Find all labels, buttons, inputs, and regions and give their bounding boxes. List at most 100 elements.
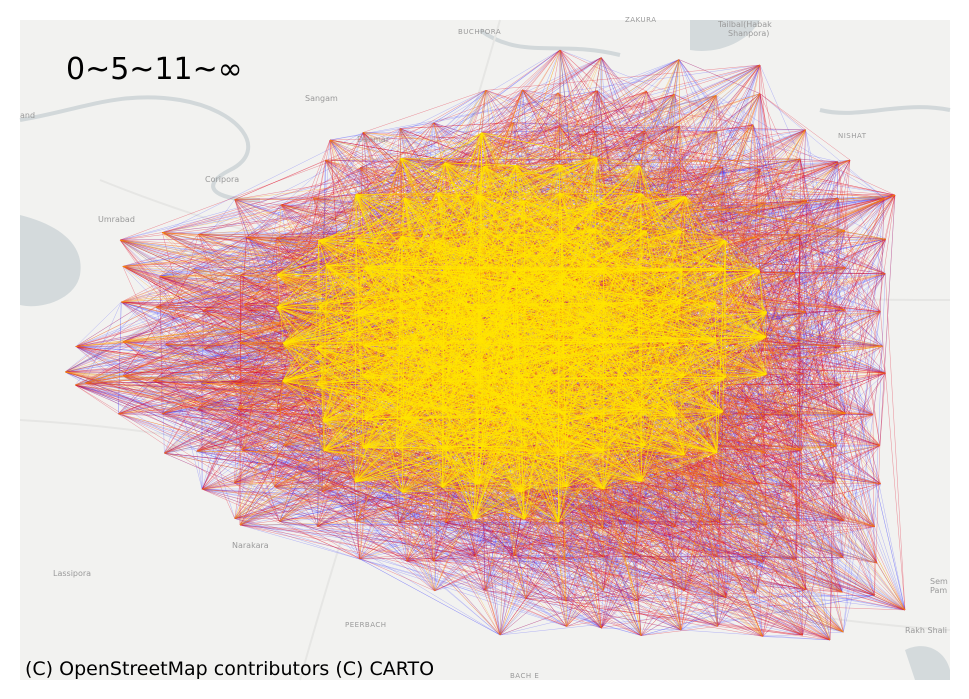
flow-line bbox=[678, 59, 883, 347]
flow-line bbox=[566, 520, 845, 627]
flow-line bbox=[317, 420, 324, 527]
flow-line bbox=[759, 270, 831, 641]
flow-line bbox=[64, 348, 205, 373]
flow-line bbox=[675, 415, 875, 527]
flow-line bbox=[566, 161, 839, 627]
flow-line bbox=[74, 384, 720, 523]
flow-line bbox=[159, 237, 247, 277]
flow-line bbox=[119, 95, 717, 241]
flow-line bbox=[239, 524, 906, 611]
flow-line bbox=[201, 307, 278, 490]
flow-line bbox=[279, 454, 559, 522]
flow-line bbox=[165, 344, 443, 488]
flow-line bbox=[718, 411, 724, 523]
flow-line bbox=[202, 449, 445, 490]
flow-line bbox=[118, 342, 240, 415]
flow-line bbox=[684, 454, 831, 641]
flow-line bbox=[64, 371, 682, 631]
flow-line bbox=[715, 95, 906, 611]
flow-line bbox=[640, 382, 800, 522]
flow-line bbox=[759, 270, 804, 374]
flow-line bbox=[153, 304, 245, 381]
flow-line bbox=[122, 57, 602, 343]
flow-line bbox=[762, 557, 844, 637]
flow-line bbox=[522, 89, 767, 313]
flow-line bbox=[122, 375, 284, 446]
flow-line bbox=[513, 555, 565, 560]
flow-line bbox=[122, 375, 527, 599]
flow-line bbox=[725, 158, 801, 598]
flow-line bbox=[800, 158, 838, 162]
flow-line bbox=[75, 197, 839, 347]
flow-line bbox=[602, 311, 881, 451]
flow-line bbox=[355, 481, 682, 631]
flow-line bbox=[434, 272, 796, 591]
flow-line bbox=[513, 59, 679, 123]
flow-line bbox=[162, 232, 435, 242]
flow-line bbox=[722, 166, 896, 196]
flow-line bbox=[762, 230, 846, 562]
flow-line bbox=[64, 371, 514, 556]
flow-line bbox=[283, 445, 446, 523]
flow-line bbox=[683, 346, 797, 591]
flow-line bbox=[481, 126, 680, 134]
flow-line bbox=[641, 595, 875, 636]
flow-line bbox=[155, 307, 357, 522]
flow-line bbox=[234, 454, 685, 519]
flow-line bbox=[196, 451, 203, 490]
flow-line bbox=[633, 554, 675, 562]
flow-line bbox=[162, 95, 717, 233]
flow-line bbox=[759, 168, 846, 311]
flow-line bbox=[558, 482, 835, 523]
flow-line bbox=[806, 200, 846, 310]
flow-line bbox=[74, 384, 356, 483]
flow-line bbox=[524, 519, 844, 633]
flow-line bbox=[434, 94, 675, 242]
flow-line bbox=[752, 124, 906, 611]
flow-line bbox=[799, 234, 875, 596]
flow-line bbox=[315, 158, 402, 348]
flow-line bbox=[153, 343, 284, 381]
flow-line bbox=[725, 377, 764, 562]
flow-line bbox=[765, 158, 801, 203]
flow-line bbox=[234, 383, 475, 557]
flow-line bbox=[680, 561, 764, 631]
flow-line bbox=[759, 64, 883, 347]
flow-line bbox=[678, 59, 718, 132]
flow-line bbox=[75, 90, 487, 347]
flow-line bbox=[445, 384, 841, 523]
flow-line bbox=[202, 488, 796, 560]
flow-line bbox=[805, 129, 846, 414]
flow-line bbox=[559, 126, 561, 194]
flow-line bbox=[240, 274, 318, 527]
flow-line bbox=[680, 301, 886, 374]
flow-line bbox=[201, 167, 361, 490]
flow-line bbox=[499, 555, 717, 636]
flow-line bbox=[757, 93, 761, 485]
flow-line bbox=[283, 445, 567, 627]
flow-line bbox=[596, 90, 682, 631]
flow-line bbox=[202, 204, 282, 312]
flow-line bbox=[766, 524, 843, 593]
flow-line bbox=[64, 371, 364, 448]
flow-line bbox=[684, 375, 800, 522]
flow-line bbox=[74, 384, 277, 411]
flow-line bbox=[64, 371, 604, 591]
flow-line bbox=[445, 445, 880, 523]
flow-line bbox=[725, 377, 764, 637]
flow-line bbox=[234, 383, 407, 562]
flow-line bbox=[715, 95, 881, 312]
flow-line bbox=[559, 94, 675, 127]
flow-line bbox=[880, 197, 885, 312]
flow-line bbox=[162, 413, 638, 601]
flow-line bbox=[165, 344, 275, 488]
flow-line bbox=[681, 490, 843, 593]
flow-line bbox=[795, 129, 806, 560]
flow-line bbox=[757, 414, 874, 485]
flow-line bbox=[399, 128, 841, 385]
flow-line bbox=[159, 197, 885, 277]
flow-line bbox=[363, 129, 806, 133]
flow-line bbox=[681, 454, 685, 492]
flow-line bbox=[400, 158, 445, 164]
